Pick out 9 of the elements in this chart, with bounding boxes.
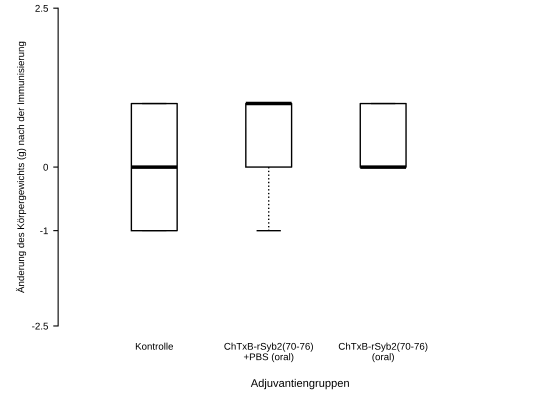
x-tick-label: ChTxB-rSyb2(70-76) (oral) [338,342,428,362]
x-tick-label: Kontrolle [136,342,174,350]
y-tick-label: 2.5 [35,4,48,12]
y-axis-title: Änderung des Körpergewichts (g) nach der Immunisierung [16,42,26,293]
x-tick-label: ChTxB-rSyb2(70-76) +PBS (oral) [224,342,313,362]
x-axis-title: Adjuvantiengruppen [250,378,349,390]
y-tick-label: -1 [40,227,48,234]
y-tick-label: 0 [43,164,48,171]
y-tick-label: -2.5 [32,322,48,330]
